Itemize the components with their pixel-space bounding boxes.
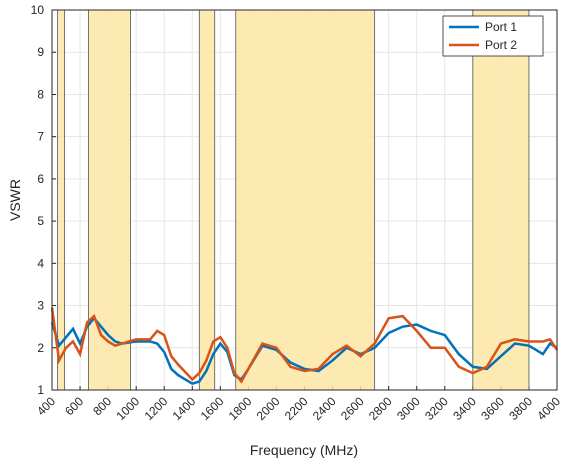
x-tick-label: 3400 bbox=[450, 394, 479, 423]
x-tick-label: 3600 bbox=[478, 394, 507, 423]
x-tick-label: 2800 bbox=[366, 394, 395, 423]
y-tick-label: 3 bbox=[37, 299, 44, 313]
band bbox=[57, 9, 66, 391]
y-tick-label: 10 bbox=[31, 3, 45, 17]
y-tick-label: 2 bbox=[37, 341, 44, 355]
y-tick-label: 8 bbox=[37, 87, 44, 101]
x-tick-label: 1600 bbox=[198, 394, 227, 423]
x-tick-label: 400 bbox=[34, 394, 58, 418]
band bbox=[88, 9, 131, 391]
band bbox=[198, 9, 216, 391]
x-tick-label: 2600 bbox=[338, 394, 367, 423]
plot-frame bbox=[51, 9, 558, 391]
x-tick-label: 2200 bbox=[282, 394, 311, 423]
x-tick-label: 3800 bbox=[506, 394, 535, 423]
y-axis-label: VSWR bbox=[7, 179, 23, 221]
y-tick-label: 1 bbox=[37, 383, 44, 397]
x-tick-label: 1400 bbox=[170, 394, 199, 423]
x-tick-label: 3200 bbox=[422, 394, 451, 423]
x-tick-label: 600 bbox=[62, 394, 86, 418]
x-tick-label: 4000 bbox=[534, 394, 563, 423]
legend-label: Port 2 bbox=[485, 38, 517, 52]
legend-label: Port 1 bbox=[485, 20, 517, 34]
y-tick-label: 6 bbox=[37, 172, 44, 186]
y-tick-label: 7 bbox=[37, 130, 44, 144]
x-tick-label: 2400 bbox=[310, 394, 339, 423]
band bbox=[472, 9, 530, 391]
x-tick-label: 1800 bbox=[226, 394, 255, 423]
x-tick-label: 2000 bbox=[254, 394, 283, 423]
x-tick-label: 1000 bbox=[114, 394, 143, 423]
y-tick-label: 4 bbox=[37, 256, 44, 270]
series-line bbox=[50, 307, 559, 384]
y-tick-label: 5 bbox=[37, 214, 44, 228]
y-tick-label: 9 bbox=[37, 45, 44, 59]
x-axis-label: Frequency (MHz) bbox=[250, 442, 358, 458]
x-tick-label: 3000 bbox=[394, 394, 423, 423]
x-tick-label: 800 bbox=[90, 394, 114, 418]
x-tick-label: 1200 bbox=[142, 394, 171, 423]
band bbox=[235, 9, 376, 391]
legend-box bbox=[442, 15, 544, 57]
